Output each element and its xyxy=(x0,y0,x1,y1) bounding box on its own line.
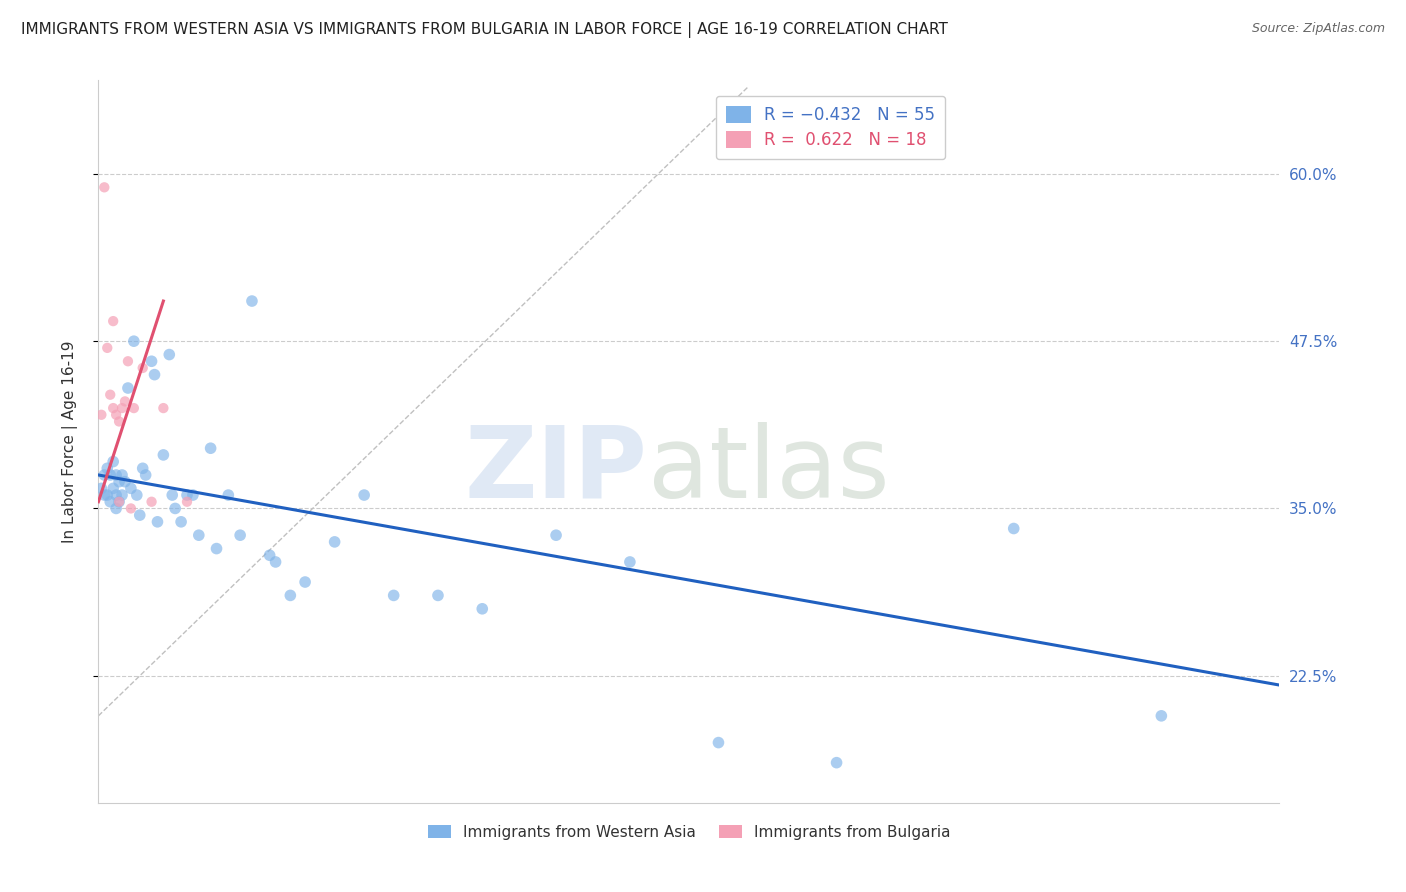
Point xyxy=(546,528,568,542)
Point xyxy=(152,448,174,462)
Point xyxy=(122,334,145,349)
Point xyxy=(111,401,134,416)
Point xyxy=(114,475,136,489)
Point xyxy=(382,589,405,603)
Point xyxy=(103,455,125,469)
Point xyxy=(200,442,222,456)
Point xyxy=(108,415,131,429)
Point xyxy=(323,535,346,549)
Point xyxy=(111,468,134,483)
Point xyxy=(143,368,166,382)
Point xyxy=(105,501,128,516)
Point xyxy=(117,354,139,368)
Point xyxy=(152,401,174,416)
Point xyxy=(98,388,121,402)
Point xyxy=(96,341,118,355)
Point xyxy=(105,408,128,422)
Point xyxy=(619,555,641,569)
Point xyxy=(117,381,139,395)
Point xyxy=(217,488,239,502)
Point xyxy=(165,501,187,516)
Point xyxy=(125,488,148,502)
Point xyxy=(471,602,494,616)
Point xyxy=(162,488,183,502)
Point xyxy=(141,354,163,368)
Point xyxy=(108,495,131,509)
Point xyxy=(132,360,155,375)
Point xyxy=(93,468,115,483)
Point xyxy=(176,495,198,509)
Point xyxy=(1150,708,1173,723)
Point xyxy=(103,401,125,416)
Point xyxy=(280,589,302,603)
Text: atlas: atlas xyxy=(648,422,889,519)
Point xyxy=(157,347,180,362)
Point xyxy=(141,495,163,509)
Point xyxy=(90,408,112,422)
Text: ZIP: ZIP xyxy=(465,422,648,519)
Point xyxy=(96,488,118,502)
Y-axis label: In Labor Force | Age 16-19: In Labor Force | Age 16-19 xyxy=(62,340,77,543)
Point xyxy=(176,488,198,502)
Point xyxy=(240,293,263,308)
Point xyxy=(105,468,128,483)
Point xyxy=(146,515,169,529)
Point xyxy=(825,756,848,770)
Point xyxy=(114,394,136,409)
Point xyxy=(205,541,228,556)
Point xyxy=(93,180,115,194)
Point xyxy=(264,555,287,569)
Point xyxy=(108,495,131,509)
Point xyxy=(98,468,121,483)
Point xyxy=(93,488,115,502)
Point xyxy=(353,488,375,502)
Point xyxy=(1002,521,1025,535)
Point xyxy=(103,314,125,328)
Point xyxy=(229,528,252,542)
Text: IMMIGRANTS FROM WESTERN ASIA VS IMMIGRANTS FROM BULGARIA IN LABOR FORCE | AGE 16: IMMIGRANTS FROM WESTERN ASIA VS IMMIGRAN… xyxy=(21,22,948,38)
Point xyxy=(132,461,155,475)
Point xyxy=(120,482,142,496)
Point xyxy=(90,482,112,496)
Legend: Immigrants from Western Asia, Immigrants from Bulgaria: Immigrants from Western Asia, Immigrants… xyxy=(422,819,956,846)
Point xyxy=(105,488,128,502)
Text: Source: ZipAtlas.com: Source: ZipAtlas.com xyxy=(1251,22,1385,36)
Point xyxy=(122,401,145,416)
Point xyxy=(187,528,209,542)
Point xyxy=(294,575,316,590)
Point xyxy=(181,488,204,502)
Point xyxy=(707,736,730,750)
Point xyxy=(135,468,157,483)
Point xyxy=(98,495,121,509)
Point xyxy=(427,589,450,603)
Point xyxy=(103,482,125,496)
Point xyxy=(96,461,118,475)
Point xyxy=(128,508,150,523)
Point xyxy=(120,501,142,516)
Point xyxy=(170,515,193,529)
Point xyxy=(259,548,281,563)
Point xyxy=(111,488,134,502)
Point xyxy=(108,475,131,489)
